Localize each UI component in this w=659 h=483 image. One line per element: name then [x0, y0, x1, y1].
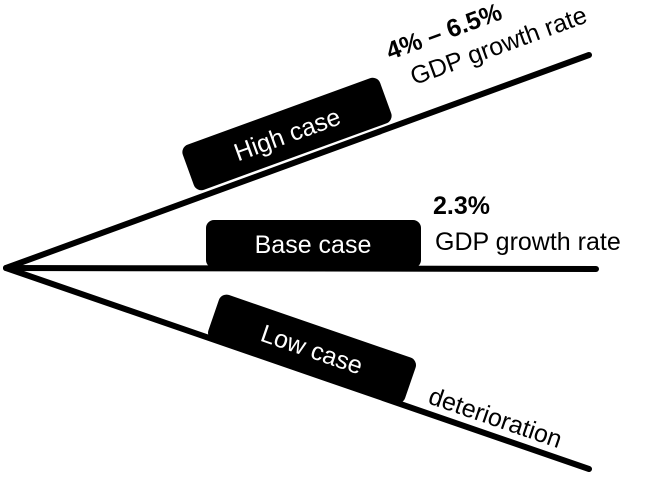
high-case-pill: High case — [182, 77, 392, 191]
base-case-annotation: 2.3% GDP growth rate — [433, 192, 621, 256]
high-case-line — [3, 52, 592, 271]
base-case-subtitle: GDP growth rate — [435, 228, 621, 256]
base-case-line — [3, 265, 599, 272]
base-case-pill: Base case — [206, 220, 421, 268]
base-case-value: 2.3% — [433, 192, 490, 220]
high-case-annotation: 4% – 6.5% GDP growth rate — [382, 0, 590, 91]
base-case-label: Base case — [255, 231, 372, 259]
